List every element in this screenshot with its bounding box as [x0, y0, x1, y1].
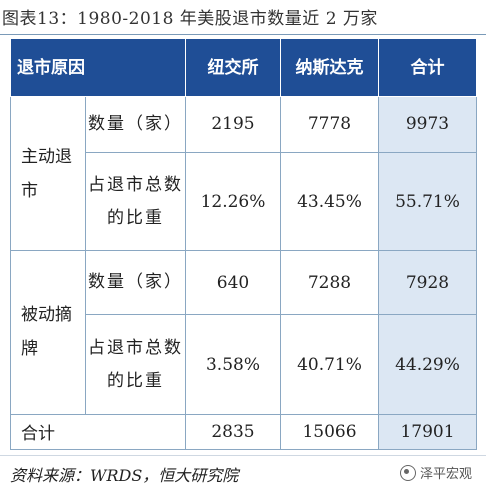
watermark: 泽平宏观 — [399, 463, 472, 482]
watermark-text: 泽平宏观 — [419, 467, 472, 482]
cell-total: 7928 — [378, 250, 477, 316]
cell-nyse: 12.26% — [185, 151, 281, 252]
header-total: 合计 — [378, 38, 477, 97]
cell-total: 9973 — [378, 96, 477, 153]
group-label-voluntary: 主动退市 — [10, 95, 86, 252]
group-label-forced: 被动摘牌 — [10, 250, 86, 415]
header-nasdaq: 纳斯达克 — [280, 38, 379, 97]
metric-label: 占退市总数的比重 — [85, 314, 186, 415]
cell-nyse: 2195 — [185, 96, 281, 153]
cell-nasdaq: 43.45% — [280, 151, 379, 252]
cell-nasdaq: 7778 — [280, 96, 379, 153]
cell-nyse: 3.58% — [185, 314, 281, 415]
cell-total: 17901 — [378, 413, 477, 451]
source-divider — [0, 455, 486, 456]
cell-nasdaq: 40.71% — [280, 314, 379, 415]
cell-nyse: 2835 — [185, 413, 281, 451]
delisting-table: 退市原因 纽交所 纳斯达克 合计 主动退市 数量（家） 2195 7778 99… — [10, 38, 477, 451]
source-note: 资料来源：WRDS，恒大研究院 — [10, 466, 239, 485]
figure-title: 图表13：1980-2018 年美股退市数量近 2 万家 — [2, 9, 378, 29]
cell-nasdaq: 15066 — [280, 413, 379, 451]
title-divider — [0, 34, 486, 35]
metric-label: 数量（家） — [85, 96, 186, 153]
wechat-icon — [399, 465, 416, 481]
header-nyse: 纽交所 — [185, 38, 281, 97]
cell-total: 55.71% — [378, 151, 477, 252]
metric-label: 占退市总数的比重 — [85, 151, 186, 252]
cell-nyse: 640 — [185, 250, 281, 316]
header-reason: 退市原因 — [10, 38, 186, 97]
cell-total: 44.29% — [378, 314, 477, 415]
metric-label: 数量（家） — [85, 250, 186, 316]
total-row-label: 合计 — [10, 413, 186, 451]
cell-nasdaq: 7288 — [280, 250, 379, 316]
